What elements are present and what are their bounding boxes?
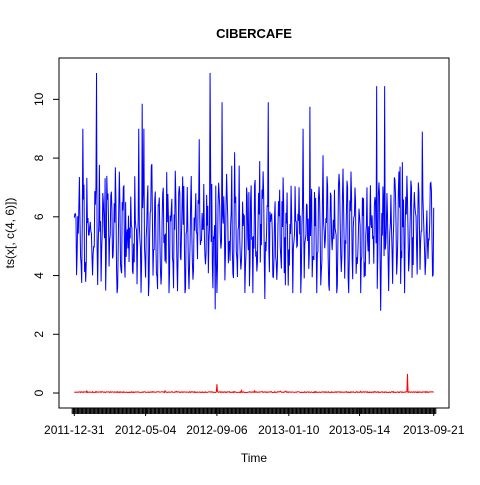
y-axis-label: ts(x[, c(4, 6)]) [3,198,17,269]
x-tick-label: 2013-09-21 [403,423,465,437]
x-axis-label: Time [241,451,268,465]
x-tick-label: 2011-12-31 [44,423,105,437]
chart-title: CIBERCAFE [216,26,292,41]
y-tick-label: 2 [32,331,46,338]
series-1-line [73,72,435,311]
y-axis: 0 2 4 6 8 10 [32,92,60,396]
y-tick-label: 8 [32,154,46,161]
x-axis: 2011-12-31 2012-05-04 2012-09-06 2013-01-10… [44,407,465,437]
x-tick-label: 2012-09-06 [186,423,248,437]
y-tick-label: 0 [32,389,46,396]
x-tick-label: 2013-01-10 [258,423,320,437]
series-2-line [74,373,434,394]
y-tick-label: 4 [32,272,46,279]
x-tick-label: 2012-05-04 [115,423,177,437]
x-tick-label: 2013-05-14 [329,423,391,437]
y-tick-label: 6 [32,213,46,220]
y-tick-label: 10 [32,92,46,106]
series-layer [73,72,435,394]
